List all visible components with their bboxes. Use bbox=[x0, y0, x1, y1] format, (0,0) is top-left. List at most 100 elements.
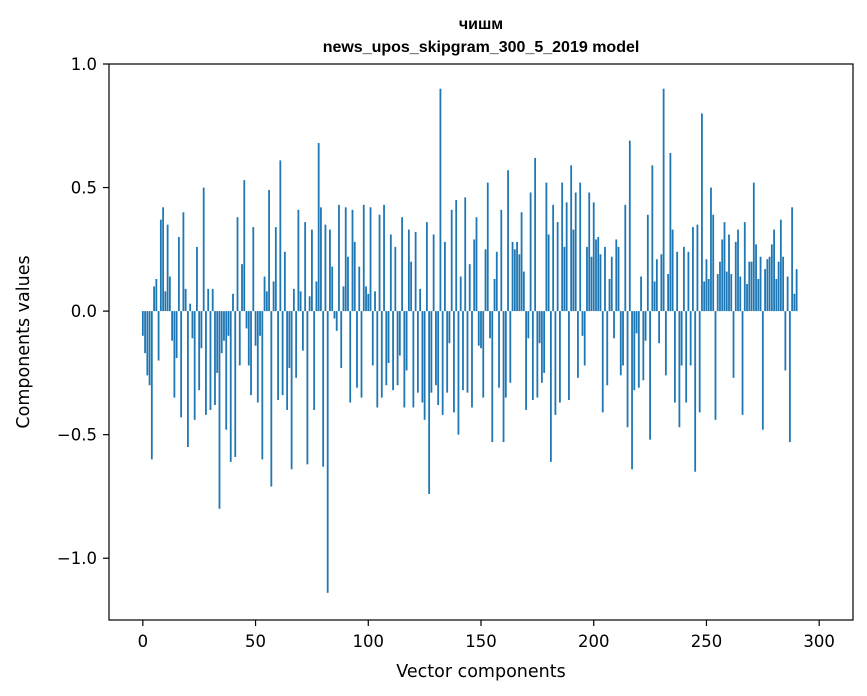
bar bbox=[421, 311, 424, 403]
bar bbox=[755, 244, 757, 312]
bar bbox=[374, 291, 376, 312]
bar bbox=[344, 207, 347, 312]
bar bbox=[430, 311, 433, 393]
x-axis-label: Vector components bbox=[396, 662, 565, 682]
bar bbox=[274, 227, 277, 312]
y-tick-label: −0.5 bbox=[57, 426, 97, 445]
bar bbox=[256, 311, 259, 403]
bar bbox=[531, 311, 534, 401]
bar bbox=[714, 311, 717, 420]
bar bbox=[311, 229, 313, 312]
bar bbox=[141, 311, 144, 336]
bar bbox=[779, 219, 782, 312]
bar bbox=[457, 311, 460, 435]
bar bbox=[604, 246, 606, 312]
bar bbox=[333, 311, 336, 319]
bar bbox=[680, 311, 683, 366]
bar bbox=[795, 269, 798, 312]
bar bbox=[728, 234, 730, 312]
bar bbox=[570, 165, 573, 312]
bar bbox=[216, 311, 219, 373]
bar bbox=[331, 266, 334, 312]
bar bbox=[376, 311, 379, 408]
bar bbox=[150, 311, 153, 460]
bar bbox=[590, 256, 593, 312]
x-axis-ticks: 0 50 100 150 200 250 300 bbox=[138, 620, 835, 651]
bar bbox=[416, 311, 419, 393]
bar bbox=[308, 296, 311, 312]
bar bbox=[732, 311, 735, 378]
bar bbox=[741, 311, 744, 415]
bar bbox=[191, 311, 194, 339]
bar bbox=[511, 241, 514, 312]
bar bbox=[326, 311, 329, 593]
bar bbox=[513, 249, 516, 312]
bar bbox=[464, 197, 467, 312]
bar bbox=[764, 269, 766, 312]
bar bbox=[162, 207, 165, 312]
bar bbox=[734, 241, 737, 312]
bar bbox=[719, 261, 721, 312]
x-tick-label: 150 bbox=[465, 632, 497, 651]
bar bbox=[775, 278, 778, 312]
bar bbox=[520, 212, 523, 312]
bar bbox=[241, 264, 243, 312]
bar bbox=[698, 311, 701, 413]
bar bbox=[626, 311, 629, 428]
bar bbox=[200, 311, 203, 349]
bar bbox=[389, 234, 392, 312]
bar bbox=[653, 281, 656, 312]
bar bbox=[642, 311, 645, 381]
bar bbox=[599, 254, 602, 312]
bar bbox=[439, 88, 442, 312]
bar bbox=[450, 209, 453, 312]
bar bbox=[631, 311, 633, 470]
bar bbox=[527, 311, 530, 339]
bar bbox=[254, 311, 257, 346]
bar bbox=[295, 311, 298, 378]
bar bbox=[689, 311, 692, 366]
bar bbox=[281, 311, 284, 396]
bar bbox=[301, 311, 304, 351]
bar bbox=[606, 311, 609, 386]
bar bbox=[407, 229, 410, 312]
bar bbox=[209, 311, 212, 410]
y-tick-label: 1.0 bbox=[71, 55, 97, 74]
bar bbox=[793, 293, 796, 312]
bar bbox=[243, 180, 246, 312]
bar bbox=[177, 236, 180, 312]
bar bbox=[549, 311, 552, 462]
bar bbox=[615, 239, 618, 312]
bar bbox=[234, 311, 237, 457]
bar bbox=[556, 222, 559, 312]
bar bbox=[495, 251, 498, 312]
bar bbox=[164, 291, 167, 312]
bar bbox=[317, 143, 320, 312]
bar bbox=[286, 311, 289, 410]
bar bbox=[175, 311, 178, 359]
bar bbox=[579, 182, 582, 312]
bar bbox=[437, 311, 440, 406]
bar bbox=[644, 311, 647, 341]
x-tick-label: 250 bbox=[691, 632, 723, 651]
bar bbox=[252, 227, 255, 312]
bar bbox=[543, 311, 546, 373]
bar bbox=[432, 234, 435, 312]
bar bbox=[773, 229, 775, 312]
bar bbox=[277, 311, 279, 401]
bar bbox=[583, 311, 586, 366]
bar bbox=[687, 251, 690, 312]
bar bbox=[507, 170, 509, 312]
bar bbox=[453, 311, 455, 413]
bar bbox=[351, 209, 354, 312]
bar bbox=[360, 311, 363, 398]
bar bbox=[660, 254, 663, 312]
bar bbox=[288, 311, 291, 368]
bar bbox=[746, 283, 748, 312]
bar bbox=[696, 224, 699, 312]
x-tick-label: 0 bbox=[138, 632, 149, 651]
y-axis-label: Components values bbox=[14, 255, 34, 428]
bar bbox=[655, 259, 658, 312]
bar bbox=[340, 311, 343, 368]
bar bbox=[597, 236, 600, 312]
